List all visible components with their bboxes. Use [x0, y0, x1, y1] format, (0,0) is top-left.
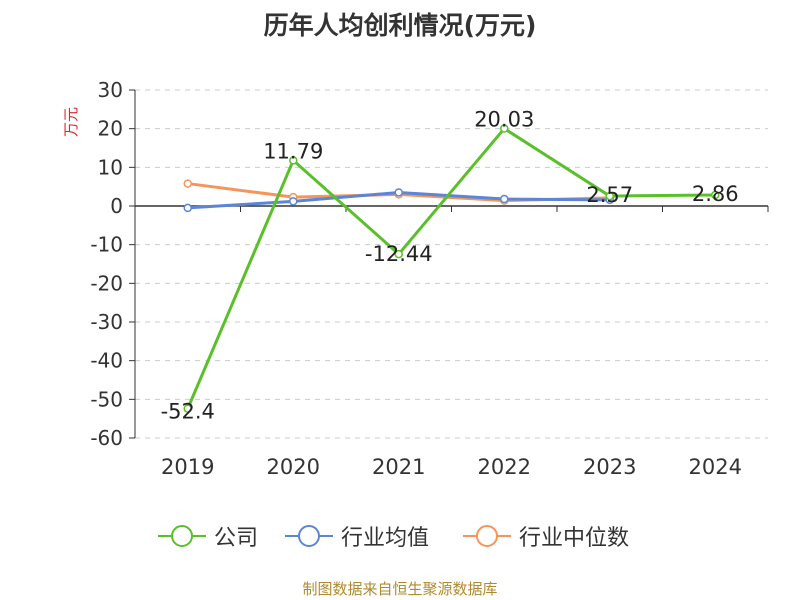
- legend-swatch-marker: [171, 525, 193, 547]
- data-point: [183, 404, 192, 413]
- data-label: 2.57: [586, 183, 633, 207]
- series-lines: [183, 124, 720, 413]
- y-tick-label: -20: [90, 271, 123, 295]
- legend-item[interactable]: 行业中位数: [463, 518, 629, 554]
- legend-label: 行业均值: [341, 526, 430, 551]
- y-tick-label: -10: [90, 233, 123, 257]
- data-point: [500, 124, 509, 133]
- y-tick-label: -40: [90, 349, 123, 373]
- x-tick-label: 2024: [689, 455, 742, 479]
- data-label: -52.4: [161, 400, 215, 424]
- axes: 30 20 10 0 -10 -20 -30 -40 -50 -60 2019 2020 2021 202…: [90, 78, 769, 479]
- source-note: 制图数据来自恒生聚源数据库: [302, 580, 498, 598]
- y-tick-label: 30: [98, 78, 123, 102]
- x-tick-label: 2019: [161, 455, 214, 479]
- legend-swatch-marker: [298, 525, 320, 547]
- legend-label: 行业中位数: [519, 526, 630, 551]
- y-tick-label: -60: [90, 426, 123, 450]
- x-tick-label: 2023: [583, 455, 636, 479]
- data-point: [289, 156, 298, 165]
- legend-swatch-icon: [158, 525, 206, 547]
- grid-lines: [135, 89, 768, 439]
- data-point: [605, 191, 614, 201]
- x-tick-label: 2022: [478, 455, 531, 479]
- legend-item[interactable]: 公司: [158, 518, 258, 554]
- data-labels: -52.4 11.79 -12.44 20.03 2.57 2.86: [161, 108, 739, 424]
- data-label: 2.86: [692, 182, 739, 206]
- data-label: 20.03: [474, 108, 534, 132]
- y-tick-label: 20: [98, 117, 123, 141]
- data-point: [394, 249, 403, 259]
- y-tick-label: -50: [90, 387, 123, 411]
- legend-item[interactable]: 行业均值: [285, 518, 429, 554]
- y-axis-label: 万元: [62, 107, 80, 137]
- legend-label: 公司: [214, 526, 259, 551]
- data-point: [394, 188, 403, 197]
- data-point: [711, 190, 720, 200]
- chart-title: 历年人均创利情况(万元): [263, 11, 537, 40]
- x-tick-label: 2021: [372, 455, 425, 479]
- data-label: -12.44: [365, 242, 433, 266]
- data-point: [289, 197, 298, 206]
- legend-swatch-marker: [476, 525, 498, 547]
- series-line-0: [186, 127, 716, 410]
- y-tick-label: 0: [110, 194, 123, 218]
- legend: 公司 行业均值 行业中位数: [0, 518, 800, 554]
- data-point: [183, 203, 192, 213]
- x-tick-label: 2020: [267, 455, 320, 479]
- y-tick-label: 10: [98, 155, 123, 179]
- legend-swatch-icon: [463, 525, 511, 547]
- data-label: 11.79: [263, 139, 323, 163]
- legend-swatch-icon: [285, 525, 333, 547]
- y-tick-label: -30: [90, 310, 123, 334]
- data-point: [183, 179, 192, 188]
- data-point: [500, 194, 509, 204]
